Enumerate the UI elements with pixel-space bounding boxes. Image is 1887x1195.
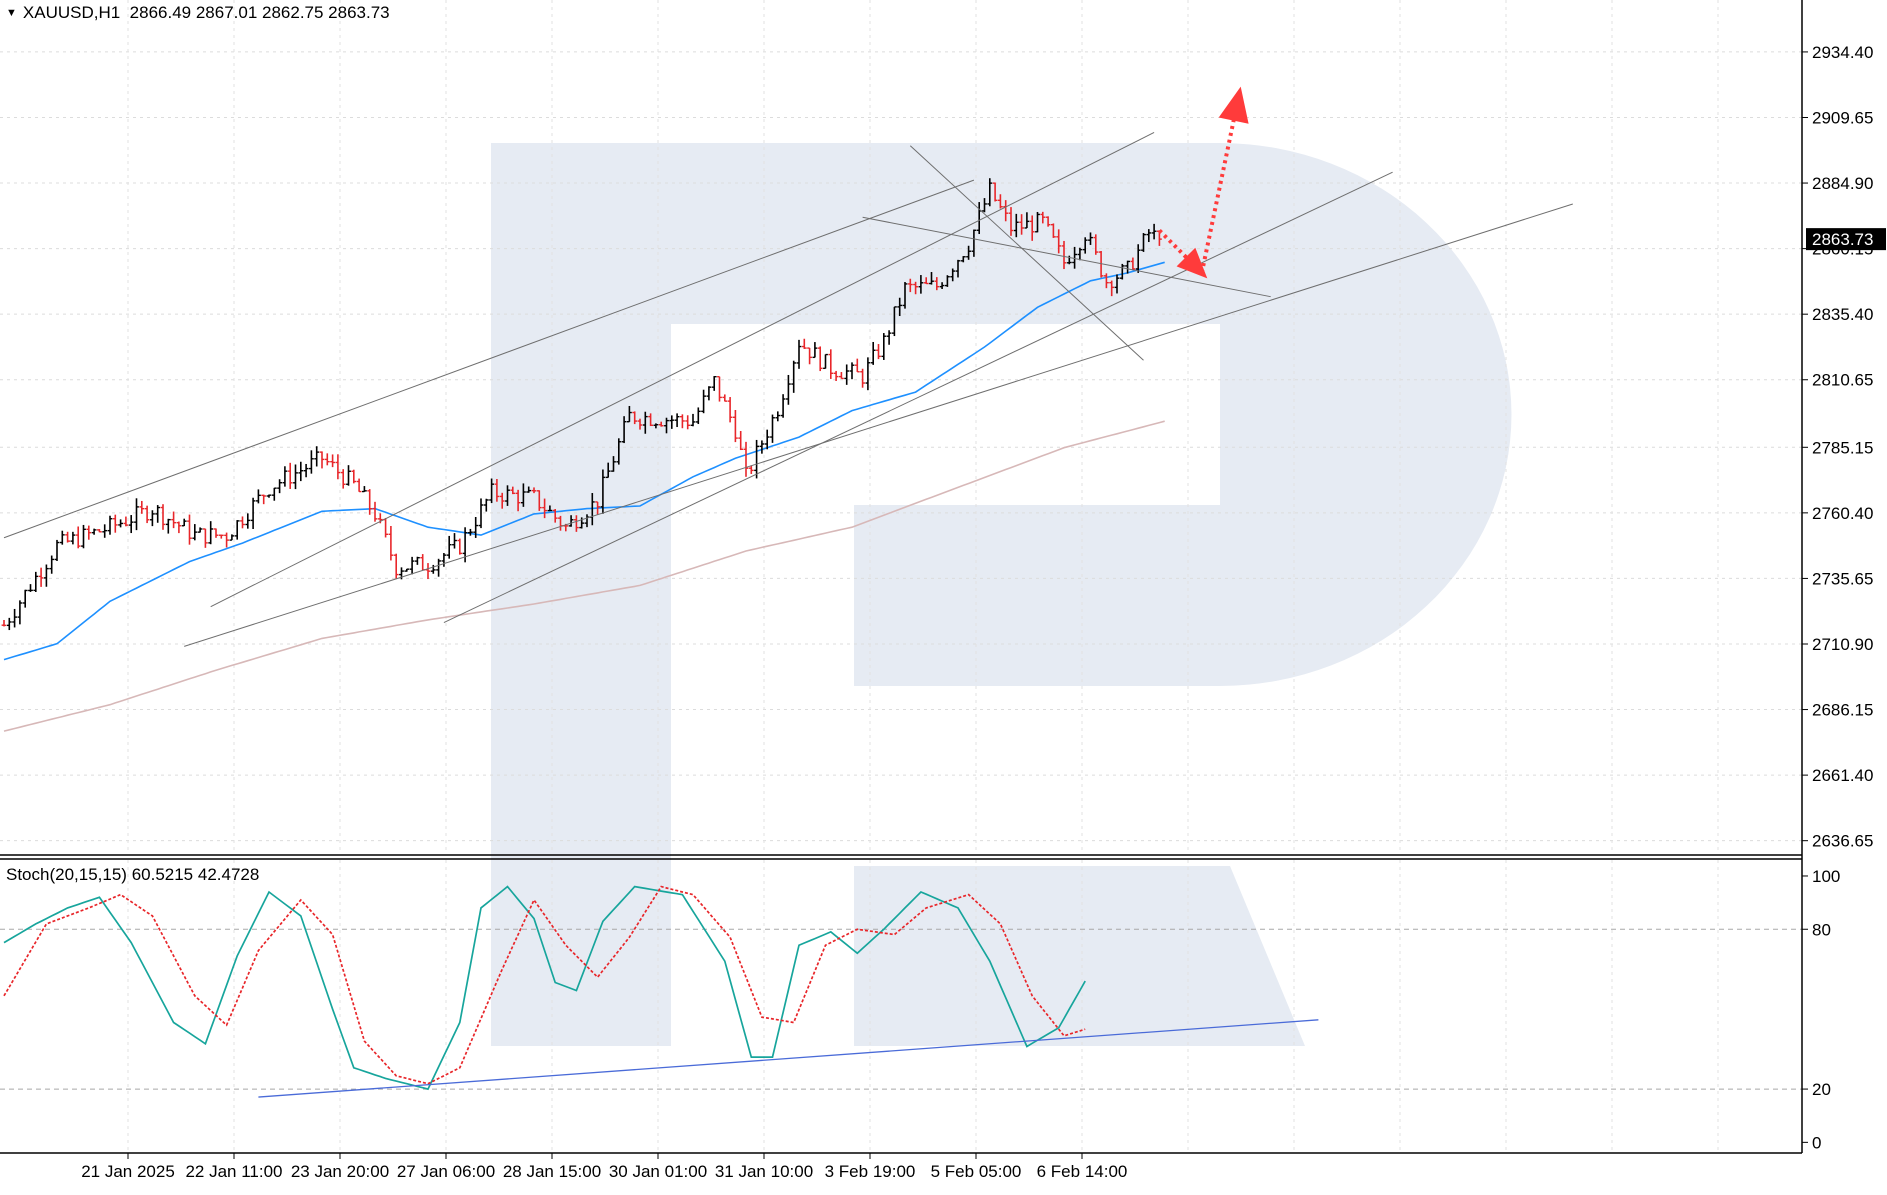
stochastic-title: Stoch(20,15,15) 60.5215 42.4728	[6, 865, 260, 884]
watermark-leg	[854, 866, 1305, 1046]
x-tick-label: 30 Jan 01:00	[609, 1162, 707, 1181]
stoch-y-tick-label: 20	[1812, 1080, 1831, 1099]
y-tick-label: 2686.15	[1812, 701, 1873, 720]
forecast-up-arrowhead	[1218, 86, 1249, 124]
trend-line	[184, 203, 1573, 647]
forecast-down-arrowhead	[1176, 247, 1208, 279]
ohlc-values: 2866.49 2867.01 2862.75 2863.73	[129, 3, 390, 22]
current-price-label: 2863.73	[1812, 230, 1873, 249]
current-price-badge	[1806, 228, 1886, 251]
watermark-logo	[491, 143, 1512, 1046]
stoch-y-tick-label: 100	[1812, 867, 1840, 886]
y-tick-label: 2636.65	[1812, 832, 1873, 851]
chart-header: ▼ XAUUSD,H1 2866.49 2867.01 2862.75 2863.…	[6, 3, 390, 23]
ma-fast-line	[3, 261, 1165, 661]
y-tick-label: 2760.40	[1812, 504, 1873, 523]
stochastic-oscillator	[0, 885, 1802, 1098]
forecast-path-segment	[1199, 94, 1241, 274]
x-tick-label: 5 Feb 05:00	[931, 1162, 1022, 1181]
trend-lines	[3, 132, 1573, 647]
x-tick-label: 6 Feb 14:00	[1037, 1162, 1128, 1181]
y-tick-label: 2934.40	[1812, 43, 1873, 62]
triangle-down-icon[interactable]: ▼	[6, 7, 17, 19]
x-tick-label: 28 Jan 15:00	[503, 1162, 601, 1181]
moving-averages	[3, 261, 1165, 732]
trend-line	[443, 171, 1393, 623]
x-tick-label: 23 Jan 20:00	[291, 1162, 389, 1181]
y-tick-label: 2710.90	[1812, 635, 1873, 654]
watermark-stem	[491, 143, 671, 1046]
y-tick-label: 2785.15	[1812, 438, 1873, 457]
watermark-bowl	[671, 143, 1512, 686]
trend-line	[909, 145, 1144, 361]
stoch-y-tick-label: 80	[1812, 920, 1831, 939]
symbol-label: XAUUSD,H1	[22, 3, 121, 22]
x-tick-label: 31 Jan 10:00	[715, 1162, 813, 1181]
x-tick-label: 21 Jan 2025	[81, 1162, 175, 1181]
y-tick-label: 2884.90	[1812, 174, 1873, 193]
stoch-signal-line	[3, 885, 1086, 1085]
x-tick-label: 3 Feb 19:00	[825, 1162, 916, 1181]
grid-lines	[0, 0, 1802, 1153]
stoch-main-line	[3, 885, 1086, 1091]
forecast-arrow	[1157, 86, 1249, 279]
stoch-trend-line	[258, 1019, 1319, 1098]
y-tick-label: 2810.65	[1812, 371, 1873, 390]
y-tick-label: 2835.40	[1812, 305, 1873, 324]
y-tick-label: 2909.65	[1812, 108, 1873, 127]
stoch-y-tick-label: 0	[1812, 1133, 1821, 1152]
candlesticks	[1, 178, 1162, 631]
ma-slow-line	[3, 420, 1165, 732]
x-tick-label: 27 Jan 06:00	[397, 1162, 495, 1181]
trend-line	[3, 179, 975, 539]
trend-line	[210, 132, 1155, 608]
y-tick-label: 2661.40	[1812, 766, 1873, 785]
y-tick-label: 2735.65	[1812, 569, 1873, 588]
x-tick-label: 22 Jan 11:00	[185, 1162, 282, 1181]
trend-line	[862, 216, 1271, 298]
